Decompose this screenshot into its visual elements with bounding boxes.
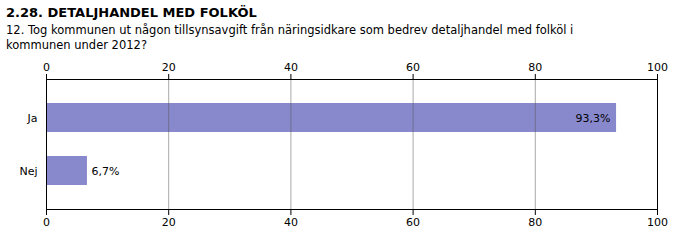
svg-text:Nej: Nej [19, 165, 37, 178]
svg-text:80: 80 [528, 216, 542, 229]
html-text:12. Tog kommunen ut någon till: 12. Tog kommunen ut någon tillsynsavgift… [6, 23, 574, 52]
svg-text:100: 100 [647, 216, 668, 229]
svg-text:0: 0 [43, 216, 50, 229]
svg-text:20: 20 [162, 61, 176, 74]
html-text:2.28. DETALJHANDEL MED FOLKÖL: 2.28. DETALJHANDEL MED FOLKÖL [6, 5, 257, 20]
svg-text:20: 20 [162, 216, 176, 229]
svg-text:Ja: Ja [27, 112, 38, 125]
svg-text:40: 40 [284, 61, 298, 74]
svg-text:6,7%: 6,7% [91, 165, 119, 178]
svg-text:0: 0 [43, 61, 50, 74]
svg-text:93,3%: 93,3% [576, 112, 611, 125]
svg-text:100: 100 [647, 61, 668, 74]
svg-text:60: 60 [406, 61, 420, 74]
svg-text:80: 80 [528, 61, 542, 74]
svg-text:60: 60 [406, 216, 420, 229]
svg-text:40: 40 [284, 216, 298, 229]
